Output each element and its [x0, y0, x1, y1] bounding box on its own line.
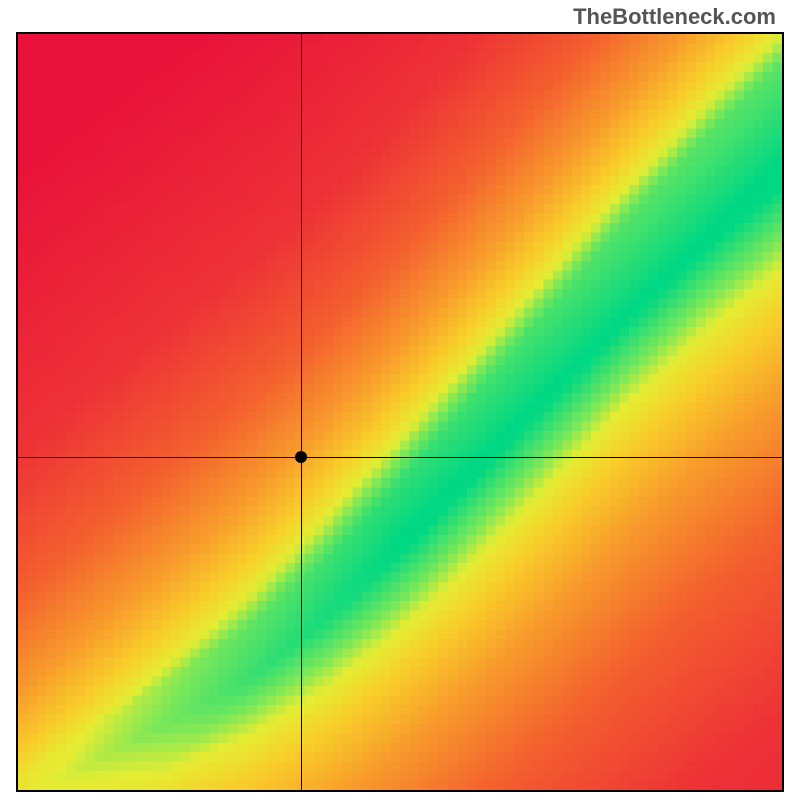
- watermark-text: TheBottleneck.com: [573, 4, 776, 30]
- crosshair-horizontal: [18, 457, 782, 458]
- selected-point: [295, 451, 307, 463]
- bottleneck-heatmap: [16, 32, 784, 792]
- heatmap-canvas: [18, 34, 782, 790]
- crosshair-vertical: [301, 34, 302, 790]
